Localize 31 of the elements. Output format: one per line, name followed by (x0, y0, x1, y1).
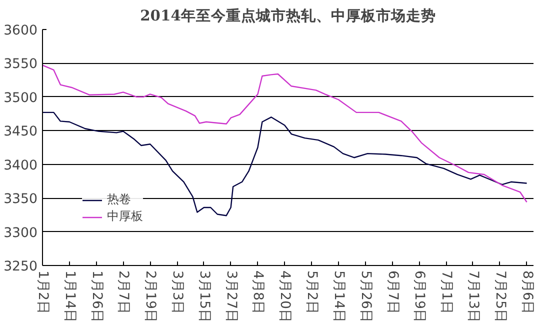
x-tick-label: 3月27日 (223, 270, 238, 322)
x-tick-label: 4月20日 (277, 270, 292, 322)
y-tick-label: 3400 (4, 158, 38, 174)
y-tick-label: 3500 (4, 90, 38, 106)
y-tick-label: 3450 (4, 124, 38, 140)
x-tick-label: 1月26日 (88, 270, 104, 322)
x-tick-label: 5月14日 (330, 270, 346, 322)
legend-label: 热卷 (107, 191, 131, 208)
x-tick-label: 6月7日 (384, 270, 400, 314)
x-tick-label: 4月8日 (250, 270, 266, 314)
x-tick-label: 6月19日 (412, 270, 427, 322)
y-tick-label: 3550 (4, 57, 38, 72)
x-tick-label: 2月7日 (116, 270, 131, 314)
x-tick-label: 8月6日 (519, 270, 534, 314)
y-tick-label: 3300 (4, 226, 38, 241)
x-tick-label: 3月3日 (170, 270, 185, 314)
x-tick-label: 2月19日 (142, 270, 158, 322)
y-tick-label: 3350 (4, 192, 38, 208)
chart-title: 2014年至今重点城市热轧、中厚板市场走势 (140, 6, 436, 24)
x-tick-label: 7月13日 (465, 270, 480, 322)
x-tick-label: 3月15日 (196, 270, 212, 322)
y-tick-label: 3250 (4, 260, 38, 274)
x-tick-label: 7月25日 (492, 270, 508, 322)
y-tick-label: 3600 (4, 24, 38, 38)
x-tick-label: 5月26日 (358, 270, 373, 322)
legend-label: 中厚板 (107, 208, 143, 225)
x-tick-label: 1月2日 (35, 270, 50, 314)
x-tick-label: 1月14日 (62, 270, 77, 322)
x-tick-label: 5月2日 (304, 270, 320, 314)
x-tick-label: 7月1日 (438, 270, 454, 314)
line-series (42, 64, 528, 203)
